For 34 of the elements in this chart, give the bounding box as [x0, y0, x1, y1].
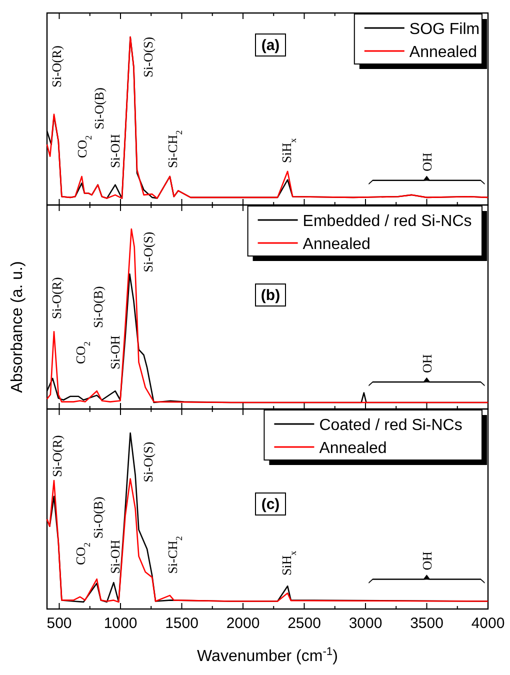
annotation: Si-O(R)	[48, 46, 64, 88]
annotation: Si-OH	[107, 335, 122, 370]
annotation: Si-O(B)	[90, 286, 106, 328]
annotation: Si-OH	[107, 540, 122, 574]
x-tick-label: 2500	[288, 615, 321, 632]
annotation: Si-OH	[107, 134, 122, 168]
y-axis-title: Absorbance (a. u.)	[9, 261, 26, 393]
legend-label: Annealed	[409, 44, 478, 61]
annotation: OH	[420, 152, 435, 172]
legend-label: Coated / red Si-NCs	[319, 417, 462, 434]
x-tick-label: 500	[46, 615, 72, 632]
annotation: Si-O(B)	[92, 88, 107, 130]
x-axis-title: Wavenumber (cm$^{-1}$)	[197, 646, 338, 665]
legend-label: Annealed	[302, 236, 370, 253]
x-tick-label: 1500	[165, 615, 198, 632]
annotation: OH	[420, 354, 435, 373]
text: (c)	[261, 496, 280, 513]
annotation: Si-O(S)	[140, 442, 156, 482]
x-tick-label: 1000	[104, 615, 138, 632]
annotation: Si-O(R)	[50, 435, 65, 477]
chart-title: (a)	[261, 37, 280, 54]
x-tick-label: 2000	[226, 615, 260, 632]
annotation: OH	[420, 552, 435, 570]
annotation: Si-O(S)	[140, 36, 156, 78]
annotation: Si-O(R)	[48, 277, 64, 319]
annotation: Si-O(S)	[140, 232, 156, 272]
x-tick-label: 3500	[410, 615, 444, 632]
legend-label: Embedded / red Si-NCs	[302, 213, 472, 230]
x-tick-label: 4000	[471, 615, 505, 632]
text: (b)	[260, 287, 280, 304]
x-tick-label: 3000	[348, 615, 382, 632]
annotation: Si-O(B)	[90, 496, 106, 539]
legend-label: SOG Film	[409, 21, 480, 38]
legend-label: Annealed	[319, 440, 387, 457]
